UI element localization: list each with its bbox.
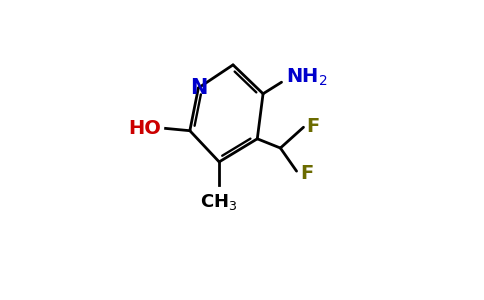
Text: NH$_2$: NH$_2$ — [286, 67, 328, 88]
Text: F: F — [300, 164, 313, 183]
Text: F: F — [306, 117, 319, 136]
Text: HO: HO — [128, 119, 161, 138]
Text: N: N — [190, 78, 207, 98]
Text: CH$_3$: CH$_3$ — [200, 192, 238, 212]
